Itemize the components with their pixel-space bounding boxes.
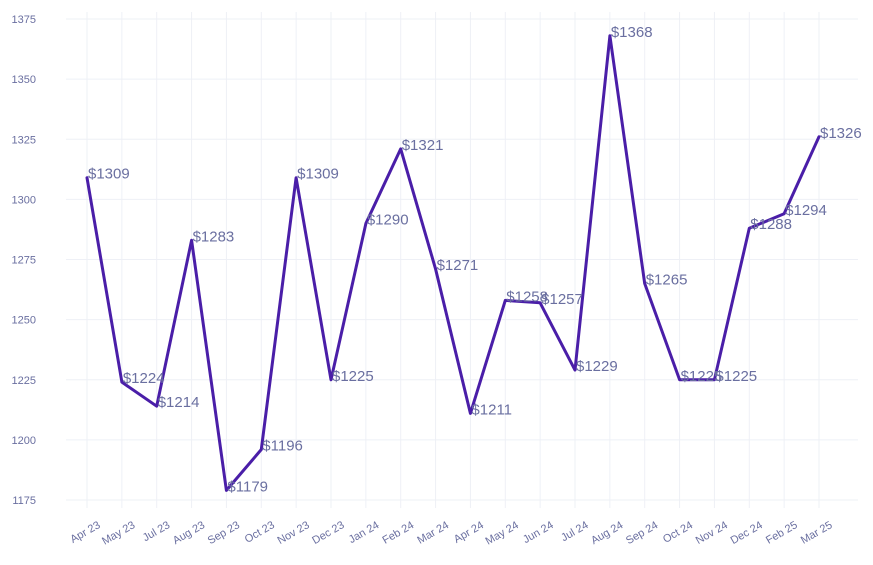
data-labels: $1309 $1224 $1214 $1283 $1179 $1196 $1309 $1225…	[88, 24, 862, 496]
series-line-group	[85, 34, 821, 492]
x-tick-label: Jul 24	[559, 519, 590, 544]
data-label: $1179	[227, 478, 268, 495]
x-tick-label: Oct 23	[243, 519, 277, 546]
data-label: $1214	[158, 394, 200, 411]
data-label: $1309	[297, 166, 339, 183]
y-tick-label: 1200	[12, 435, 36, 447]
data-label: $1211	[471, 401, 512, 418]
y-tick-label: 1175	[12, 495, 36, 507]
data-label: $1225	[681, 368, 723, 385]
x-tick-label: Dec 23	[310, 519, 346, 547]
data-label: $1326	[820, 125, 862, 142]
x-tick-label: Mar 24	[415, 519, 451, 547]
y-tick-label: 1275	[12, 255, 36, 267]
x-tick-label: Jun 24	[521, 519, 556, 546]
x-tick-label: May 23	[100, 519, 137, 547]
x-tick-label: Nov 24	[694, 519, 730, 547]
grid	[66, 12, 858, 508]
data-label: $1290	[367, 211, 409, 228]
y-tick-label: 1250	[12, 315, 36, 327]
data-label: $1288	[750, 216, 792, 233]
series-line	[85, 34, 821, 492]
y-tick-label: 1325	[12, 134, 36, 146]
data-label: $1309	[88, 166, 130, 183]
data-label: $1271	[437, 257, 479, 274]
data-label: $1224	[123, 370, 165, 387]
x-tick-label: Mar 25	[799, 519, 835, 547]
x-tick-label: Sep 23	[206, 519, 242, 547]
data-label: $1225	[332, 368, 374, 385]
y-tick-label: 1375	[12, 14, 36, 26]
data-label: $1225	[715, 368, 757, 385]
x-tick-label: Nov 23	[275, 519, 311, 547]
data-label: $1321	[402, 137, 444, 154]
x-tick-label: Feb 24	[381, 519, 417, 547]
data-label: $1196	[262, 437, 303, 454]
data-label: $1229	[576, 358, 618, 375]
x-tick-label: Aug 23	[171, 519, 207, 547]
x-tick-label: Dec 24	[729, 519, 765, 547]
x-tick-label: Feb 25	[764, 519, 800, 547]
x-tick-label: Jan 24	[347, 519, 382, 546]
data-label: $1258	[506, 288, 548, 305]
x-tick-label: Aug 24	[589, 519, 625, 547]
x-tick-label: May 24	[484, 519, 521, 547]
y-tick-label: 1350	[12, 74, 36, 86]
data-label: $1265	[646, 272, 688, 289]
data-label: $1283	[193, 228, 235, 245]
x-tick-label: Oct 24	[661, 519, 695, 546]
x-tick-label: Apr 24	[452, 519, 486, 546]
x-tick-label: Apr 23	[68, 519, 102, 546]
x-tick-label: Jul 23	[141, 519, 172, 544]
y-axis-ticks: 1175 1200 1225 1250 1275 1300 1325 1350 1375	[12, 14, 36, 507]
data-label: $1368	[611, 24, 653, 41]
data-label: $1294	[785, 202, 827, 219]
y-tick-label: 1225	[12, 375, 36, 387]
x-tick-label: Sep 24	[624, 519, 660, 547]
y-tick-label: 1300	[12, 194, 36, 206]
data-label: $1257	[541, 291, 583, 308]
